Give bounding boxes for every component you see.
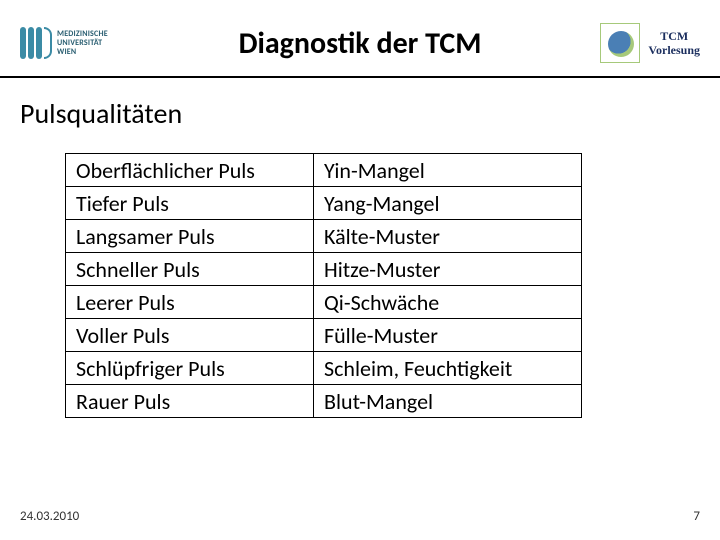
pulse-type-cell: Voller Puls [66,319,314,352]
pattern-cell: Fülle-Muster [314,319,582,352]
pulse-type-cell: Langsamer Puls [66,220,314,253]
section-heading: Pulsqualitäten [20,96,700,131]
footer-page-number: 7 [693,509,700,524]
slide-title: Diagnostik der TCM [155,25,565,62]
pulse-type-cell: Oberflächlicher Puls [66,154,314,187]
course-logo: TCM Vorlesung [565,23,700,63]
slide-footer: 24.03.2010 7 [20,509,700,524]
table-row: Rauer PulsBlut-Mangel [66,385,582,418]
logo-bars-icon [20,27,52,59]
pattern-cell: Hitze-Muster [314,253,582,286]
course-name-line1: TCM [660,29,688,43]
university-logo-text: MEDIZINISCHEUNIVERSITÄTWIEN [57,30,108,57]
pulse-qualities-table: Oberflächlicher PulsYin-MangelTiefer Pul… [65,153,582,418]
pattern-cell: Qi-Schwäche [314,286,582,319]
pattern-cell: Yang-Mangel [314,187,582,220]
table-row: Oberflächlicher PulsYin-Mangel [66,154,582,187]
globe-icon [600,23,640,63]
pattern-cell: Schleim, Feuchtigkeit [314,352,582,385]
table-row: Leerer PulsQi-Schwäche [66,286,582,319]
pattern-cell: Yin-Mangel [314,154,582,187]
pulse-type-cell: Rauer Puls [66,385,314,418]
pulse-type-cell: Leerer Puls [66,286,314,319]
table-row: Langsamer PulsKälte-Muster [66,220,582,253]
table-row: Schneller PulsHitze-Muster [66,253,582,286]
slide-header: MEDIZINISCHEUNIVERSITÄTWIEN Diagnostik d… [0,0,720,78]
table-row: Voller PulsFülle-Muster [66,319,582,352]
pattern-cell: Blut-Mangel [314,385,582,418]
slide-content: Pulsqualitäten Oberflächlicher PulsYin-M… [0,78,720,418]
pulse-type-cell: Schlüpfriger Puls [66,352,314,385]
university-logo: MEDIZINISCHEUNIVERSITÄTWIEN [20,27,155,59]
course-name: TCM Vorlesung [648,29,700,57]
pulse-type-cell: Tiefer Puls [66,187,314,220]
footer-date: 24.03.2010 [20,509,79,524]
table-row: Tiefer PulsYang-Mangel [66,187,582,220]
pattern-cell: Kälte-Muster [314,220,582,253]
course-name-line2: Vorlesung [648,43,700,57]
pulse-type-cell: Schneller Puls [66,253,314,286]
table-row: Schlüpfriger PulsSchleim, Feuchtigkeit [66,352,582,385]
